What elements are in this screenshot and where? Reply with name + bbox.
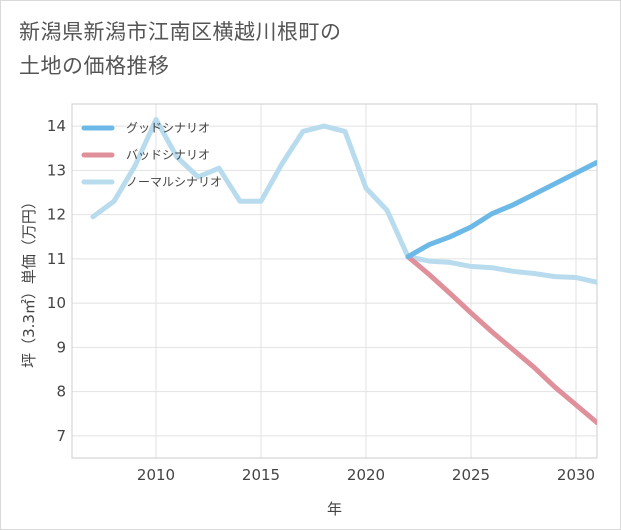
x-tick-label: 2030 bbox=[557, 466, 595, 484]
chart-title-line-1: 新潟県新潟市江南区横越川根町の bbox=[19, 20, 342, 44]
y-tick-label: 14 bbox=[47, 117, 66, 135]
y-tick-label: 12 bbox=[47, 206, 66, 224]
x-tick-label: 2010 bbox=[137, 466, 175, 484]
series-line-1 bbox=[405, 254, 597, 426]
axis-ticks: 2010 2015 2020 2025 2030 7 8 9 10 11 12 13 14 bbox=[47, 117, 595, 484]
series-lines bbox=[90, 117, 597, 426]
x-tick-label: 2025 bbox=[452, 466, 490, 484]
chart-title: 新潟県新潟市江南区横越川根町の 土地の価格推移 bbox=[19, 15, 342, 83]
series-line-0 bbox=[405, 159, 597, 260]
x-tick-label: 2015 bbox=[242, 466, 280, 484]
series-line-2 bbox=[90, 117, 597, 285]
legend-label-1: バッドシナリオ bbox=[126, 148, 210, 162]
y-tick-label: 7 bbox=[56, 427, 66, 445]
legend-label-2: ノーマルシナリオ bbox=[126, 175, 222, 189]
y-tick-label: 13 bbox=[47, 161, 66, 179]
legend-label-0: グッドシナリオ bbox=[126, 121, 210, 135]
y-tick-label: 10 bbox=[47, 294, 66, 312]
y-axis-label: 坪（3.3㎡）単価（万円） bbox=[20, 194, 38, 368]
y-tick-label: 11 bbox=[47, 250, 66, 268]
y-tick-label: 9 bbox=[56, 338, 66, 356]
chart-title-line-2: 土地の価格推移 bbox=[19, 54, 170, 78]
y-tick-label: 8 bbox=[56, 383, 66, 401]
x-axis-label: 年 bbox=[327, 500, 342, 518]
x-tick-label: 2020 bbox=[347, 466, 385, 484]
